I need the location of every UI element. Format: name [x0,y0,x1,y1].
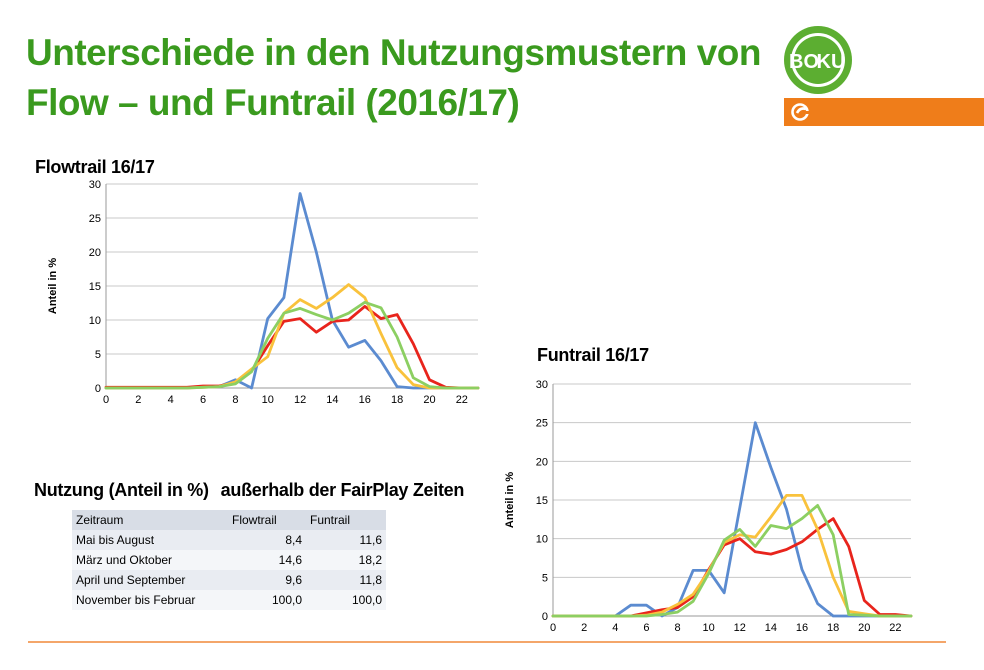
header-funtrail: Funtrail [306,510,386,530]
x-tick-label: 8 [674,622,680,634]
flowtrail-cell: 100,0 [228,590,306,610]
table-row: Mai bis August 8,4 11,6 [72,530,386,550]
series-line-green [104,300,480,390]
logo-text-bo: BO [789,51,819,73]
period-cell: März und Oktober [72,550,228,570]
x-tick-label: 18 [827,622,839,634]
x-tick-label: 10 [703,622,715,634]
y-tick-label: 0 [95,383,101,395]
y-tick-label: 15 [536,495,548,507]
period-cell: November bis Februar [72,590,228,610]
logo-text-ku: KU [817,51,846,73]
flowtrail-chart: 0 5 10 15 20 25 30 0 2 4 6 8 10 12 14 16 18 20 22 Anteil in… [47,179,480,406]
orange-banner [784,98,984,126]
flowtrail-cell: 8,4 [228,530,306,550]
y-tick-label: 15 [89,281,101,293]
series-line-blue [104,192,480,390]
footer-divider [28,641,946,643]
y-axis-label: Anteil in % [504,472,516,528]
slide-title-line1: Unterschiede in den Nutzungsmustern von [26,32,761,73]
funtrail-cell: 100,0 [306,590,386,610]
usage-table: Zeitraum Flowtrail Funtrail Mai bis Augu… [72,510,386,610]
usage-table-header-row: Zeitraum Flowtrail Funtrail [72,510,386,530]
y-tick-label: 30 [536,379,548,391]
swirl-icon [791,103,812,121]
x-tick-label: 0 [103,394,109,406]
y-tick-label: 0 [542,611,548,623]
y-tick-label: 20 [536,456,548,468]
funtrail-chart: 0 5 10 15 20 25 30 0 2 4 6 8 10 12 14 16 18 20 22 Anteil in… [504,379,913,634]
x-tick-label: 8 [232,394,238,406]
y-tick-label: 25 [536,418,548,430]
funtrail-cell: 18,2 [306,550,386,570]
y-axis-label: Anteil in % [47,258,59,314]
usage-heading: Nutzung (Anteil in %) außerhalb der FairP… [34,480,464,501]
y-tick-label: 10 [89,315,101,327]
x-tick-label: 16 [359,394,371,406]
y-tick-label: 5 [542,572,548,584]
x-tick-label: 10 [262,394,274,406]
y-tick-label: 10 [536,534,548,546]
x-tick-label: 0 [550,622,556,634]
funtrail-cell: 11,6 [306,530,386,550]
x-tick-label: 4 [168,394,174,406]
x-tick-label: 2 [135,394,141,406]
x-tick-label: 16 [796,622,808,634]
slide-title: Unterschiede in den Nutzungsmustern von … [26,28,786,128]
table-row: April und September 9,6 11,8 [72,570,386,590]
x-tick-label: 2 [581,622,587,634]
series-line-yellow [104,283,480,390]
x-tick-label: 4 [612,622,618,634]
flowtrail-chart-title: Flowtrail 16/17 [35,157,155,177]
header-flowtrail: Flowtrail [228,510,306,530]
table-row: März und Oktober 14,6 18,2 [72,550,386,570]
period-cell: April und September [72,570,228,590]
y-tick-label: 25 [89,213,101,225]
y-tick-label: 20 [89,247,101,259]
usage-heading-part1: Nutzung (Anteil in %) [34,480,209,500]
x-tick-label: 14 [765,622,777,634]
x-tick-label: 20 [858,622,870,634]
funtrail-cell: 11,8 [306,570,386,590]
usage-heading-part2: außerhalb der FairPlay Zeiten [220,480,465,500]
x-tick-label: 22 [456,394,468,406]
x-tick-label: 12 [734,622,746,634]
boku-logo: BO KU [784,26,852,94]
header-zeitraum: Zeitraum [72,510,228,530]
flowtrail-cell: 9,6 [228,570,306,590]
period-cell: Mai bis August [72,530,228,550]
funtrail-chart-title: Funtrail 16/17 [537,345,649,365]
series-line-blue [551,421,913,618]
y-tick-label: 30 [89,179,101,191]
table-row: November bis Februar 100,0 100,0 [72,590,386,610]
x-tick-label: 22 [889,622,901,634]
x-tick-label: 18 [391,394,403,406]
slide-title-line2: Flow – und Funtrail (2016/17) [26,82,520,123]
series-line-red [104,304,480,390]
x-tick-label: 12 [294,394,306,406]
x-tick-label: 20 [423,394,435,406]
x-tick-label: 6 [200,394,206,406]
series-line-green [551,503,913,618]
x-tick-label: 6 [643,622,649,634]
y-tick-label: 5 [95,349,101,361]
flowtrail-cell: 14,6 [228,550,306,570]
x-tick-label: 14 [326,394,338,406]
